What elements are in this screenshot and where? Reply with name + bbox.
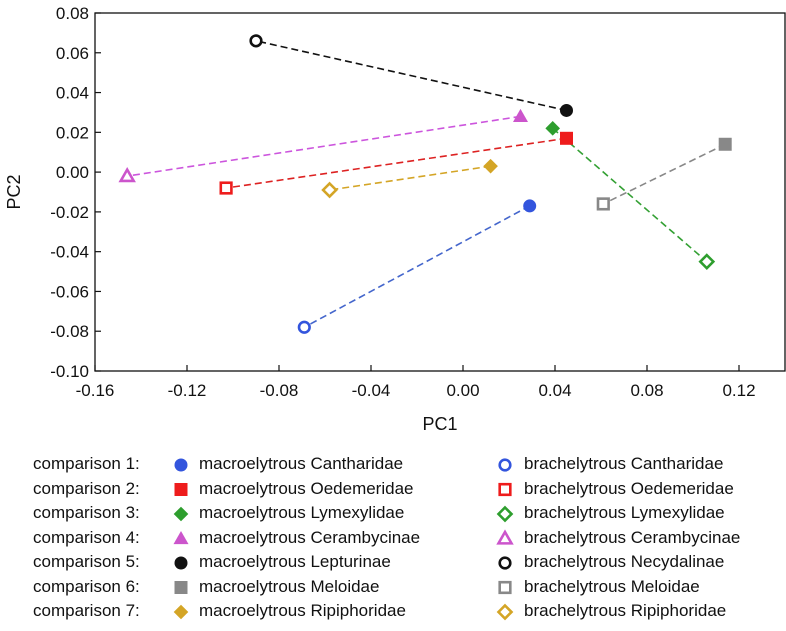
legend-macroelytrous-marker — [173, 531, 189, 545]
legend-brachelytrous-marker — [498, 482, 512, 497]
comparison-lines — [127, 40, 726, 328]
comparison-5-line — [255, 40, 567, 112]
comparison-3-macroelytrous-point — [545, 121, 560, 136]
x-tick-label: 0.12 — [722, 381, 755, 400]
comparison-7-brachelytrous-point — [321, 181, 338, 199]
legend-macroelytrous-label: macroelytrous Cerambycinae — [199, 527, 421, 547]
legend-macroelytrous-label: macroelytrous Lymexylidae — [199, 503, 405, 522]
comparison-2-line — [225, 137, 567, 189]
x-axis-title: PC1 — [422, 414, 457, 434]
x-tick-label: 0.04 — [538, 381, 571, 400]
legend-comparison-label: comparison 4: — [33, 527, 140, 547]
legend-brachelytrous-marker — [496, 529, 514, 545]
comparison-6-macroelytrous-point — [718, 137, 732, 151]
comparison-5-brachelytrous-point — [249, 34, 263, 48]
legend-macroelytrous-marker — [174, 581, 188, 594]
y-tick-label: -0.02 — [50, 203, 89, 222]
legend-brachelytrous-marker — [498, 458, 512, 472]
legend-brachelytrous-marker — [498, 580, 512, 595]
legend-macroelytrous-label: macroelytrous Cantharidae — [199, 454, 404, 473]
y-tick-label: 0.04 — [56, 84, 89, 103]
comparison-1-macroelytrous-point — [523, 199, 537, 213]
x-tick-label: -0.16 — [76, 381, 115, 400]
y-tick-label: 0.06 — [56, 44, 89, 63]
comparison-1-line — [303, 205, 531, 328]
legend-macroelytrous-label: macroelytrous Meloidae — [199, 576, 380, 596]
comparison-5-macroelytrous-point — [560, 103, 573, 117]
y-tick-label: -0.08 — [50, 322, 89, 341]
legend-brachelytrous-label: brachelytrous Cantharidae — [524, 454, 724, 473]
legend-macroelytrous-marker — [174, 458, 188, 472]
legend-brachelytrous-label: brachelytrous Meloidae — [524, 576, 700, 596]
legend-brachelytrous-label: brachelytrous Necydalinae — [524, 552, 725, 571]
x-tick-label: 0.08 — [630, 381, 663, 400]
y-tick-label: -0.10 — [50, 362, 89, 381]
y-tick-label: -0.04 — [50, 243, 89, 262]
comparison-2-macroelytrous-point — [560, 131, 573, 145]
legend-brachelytrous-label: brachelytrous Oedemeridae — [524, 478, 734, 498]
y-tick-label: 0.00 — [56, 163, 89, 182]
comparison-4-brachelytrous-point — [118, 166, 136, 183]
legend-brachelytrous-marker — [496, 603, 514, 621]
legend-comparison-label: comparison 3: — [33, 503, 140, 522]
x-tick-label: -0.04 — [352, 381, 391, 400]
comparison-6-line — [602, 143, 726, 205]
comparison-3-line — [552, 127, 708, 263]
comparison-3-brachelytrous-point — [698, 253, 716, 270]
legend-comparison-label: comparison 5: — [33, 552, 140, 571]
comparison-4-macroelytrous-point — [513, 108, 528, 123]
comparison-7-macroelytrous-point — [483, 158, 498, 174]
legend-comparison-label: comparison 1: — [33, 454, 140, 473]
comparison-4-line — [127, 115, 521, 177]
legend-comparison-label: comparison 6: — [33, 576, 140, 596]
legend-macroelytrous-marker — [173, 604, 189, 620]
comparison-1-brachelytrous-point — [297, 320, 311, 334]
legend-comparison-label: comparison 2: — [33, 478, 140, 498]
x-tick-label: -0.12 — [168, 381, 207, 400]
y-tick-label: 0.02 — [56, 123, 89, 142]
tick-layer: -0.16 -0.12 -0.08 -0.04 0.00 0.04 0.08 0.12 0.08… — [50, 4, 755, 400]
legend-macroelytrous-marker — [173, 506, 189, 522]
comparison-6-brachelytrous-point — [596, 197, 610, 211]
legend-brachelytrous-marker — [498, 556, 512, 570]
legend-brachelytrous-label: brachelytrous Cerambycinae — [524, 527, 741, 547]
legend-macroelytrous-label: macroelytrous Ripiphoridae — [199, 601, 406, 620]
x-tick-label: 0.00 — [446, 381, 479, 400]
comparison-2-brachelytrous-point — [219, 181, 233, 195]
legend-macroelytrous-marker — [174, 483, 188, 496]
y-tick-label: 0.08 — [56, 4, 89, 23]
comparison-points — [118, 34, 732, 334]
legend-comparison-label: comparison 7: — [33, 601, 140, 620]
legend-macroelytrous-label: macroelytrous Oedemeridae — [199, 478, 414, 498]
y-tick-label: -0.06 — [50, 282, 89, 301]
x-tick-label: -0.08 — [260, 381, 299, 400]
legend-brachelytrous-label: brachelytrous Lymexylidae — [524, 503, 725, 522]
plot-frame — [94, 12, 786, 372]
legend-brachelytrous-marker — [496, 505, 514, 523]
legend-brachelytrous-label: brachelytrous Ripiphoridae — [524, 601, 727, 620]
legend-macroelytrous-marker — [174, 556, 188, 570]
y-axis-title: PC2 — [4, 174, 24, 209]
comparison-7-line — [329, 165, 491, 191]
legend-macroelytrous-label: macroelytrous Lepturinae — [199, 552, 391, 571]
